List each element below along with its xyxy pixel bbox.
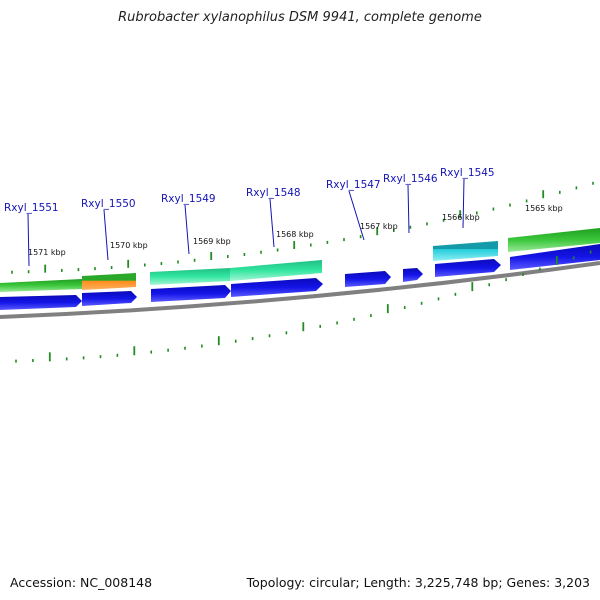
gene-leader-line <box>184 204 190 255</box>
cds-arrow <box>82 291 137 306</box>
cds-arrow <box>403 268 423 282</box>
gene-label[interactable]: Rxyl_1545 <box>440 167 495 179</box>
cds-track <box>0 244 600 310</box>
ruler-label: 1565 kbp <box>525 204 563 213</box>
ruler-label: 1571 kbp <box>28 248 66 257</box>
gene-label[interactable]: Rxyl_1551 <box>4 202 59 214</box>
gene-label[interactable]: Rxyl_1546 <box>383 173 438 185</box>
cds-arrow <box>151 285 231 302</box>
feature-track <box>0 228 600 292</box>
ruler-ticks-lower <box>15 250 592 363</box>
ruler-label: 1568 kbp <box>276 230 314 239</box>
feature-bar <box>150 268 230 285</box>
gene-leader-line <box>462 178 465 229</box>
genome-backbone <box>0 261 600 319</box>
cds-arrow <box>0 295 82 310</box>
gene-leader-line <box>407 184 410 234</box>
gene-leader-line <box>269 198 275 248</box>
cds-arrow <box>345 271 391 287</box>
genome-summary-text: Topology: circular; Length: 3,225,748 bp… <box>246 575 590 590</box>
feature-bar <box>508 228 600 252</box>
feature-bar <box>0 279 82 292</box>
feature-bar <box>433 241 498 261</box>
map-title: Rubrobacter xylanophilus DSM 9941, compl… <box>118 10 482 25</box>
feature-bar <box>230 260 322 281</box>
ruler-ticks-upper <box>11 181 594 274</box>
gene-label[interactable]: Rxyl_1548 <box>246 187 301 199</box>
cds-arrow <box>231 278 323 297</box>
cds-arrow <box>510 244 600 270</box>
feature-bar <box>82 273 136 290</box>
gene-leader-line <box>103 209 109 261</box>
gene-labels: Rxyl_1551 Rxyl_1550 Rxyl_1549 Rxyl_1548 Rxyl… <box>4 167 495 267</box>
gene-leader-line <box>348 190 365 241</box>
ruler-label: 1567 kbp <box>360 222 398 231</box>
ruler-labels: 1571 kbp 1570 kbp 1569 kbp 1568 kbp 1567 kbp… <box>28 204 563 257</box>
accession-text: Accession: NC_008148 <box>10 575 153 590</box>
ruler-label: 1566 kbp <box>442 213 480 222</box>
ruler-label: 1569 kbp <box>193 237 231 246</box>
gene-label[interactable]: Rxyl_1550 <box>81 198 136 210</box>
gene-leader-line <box>27 213 30 267</box>
ruler-label: 1570 kbp <box>110 241 148 250</box>
cds-arrow <box>435 259 501 277</box>
gene-label[interactable]: Rxyl_1547 <box>326 179 381 191</box>
gene-label[interactable]: Rxyl_1549 <box>161 193 216 205</box>
